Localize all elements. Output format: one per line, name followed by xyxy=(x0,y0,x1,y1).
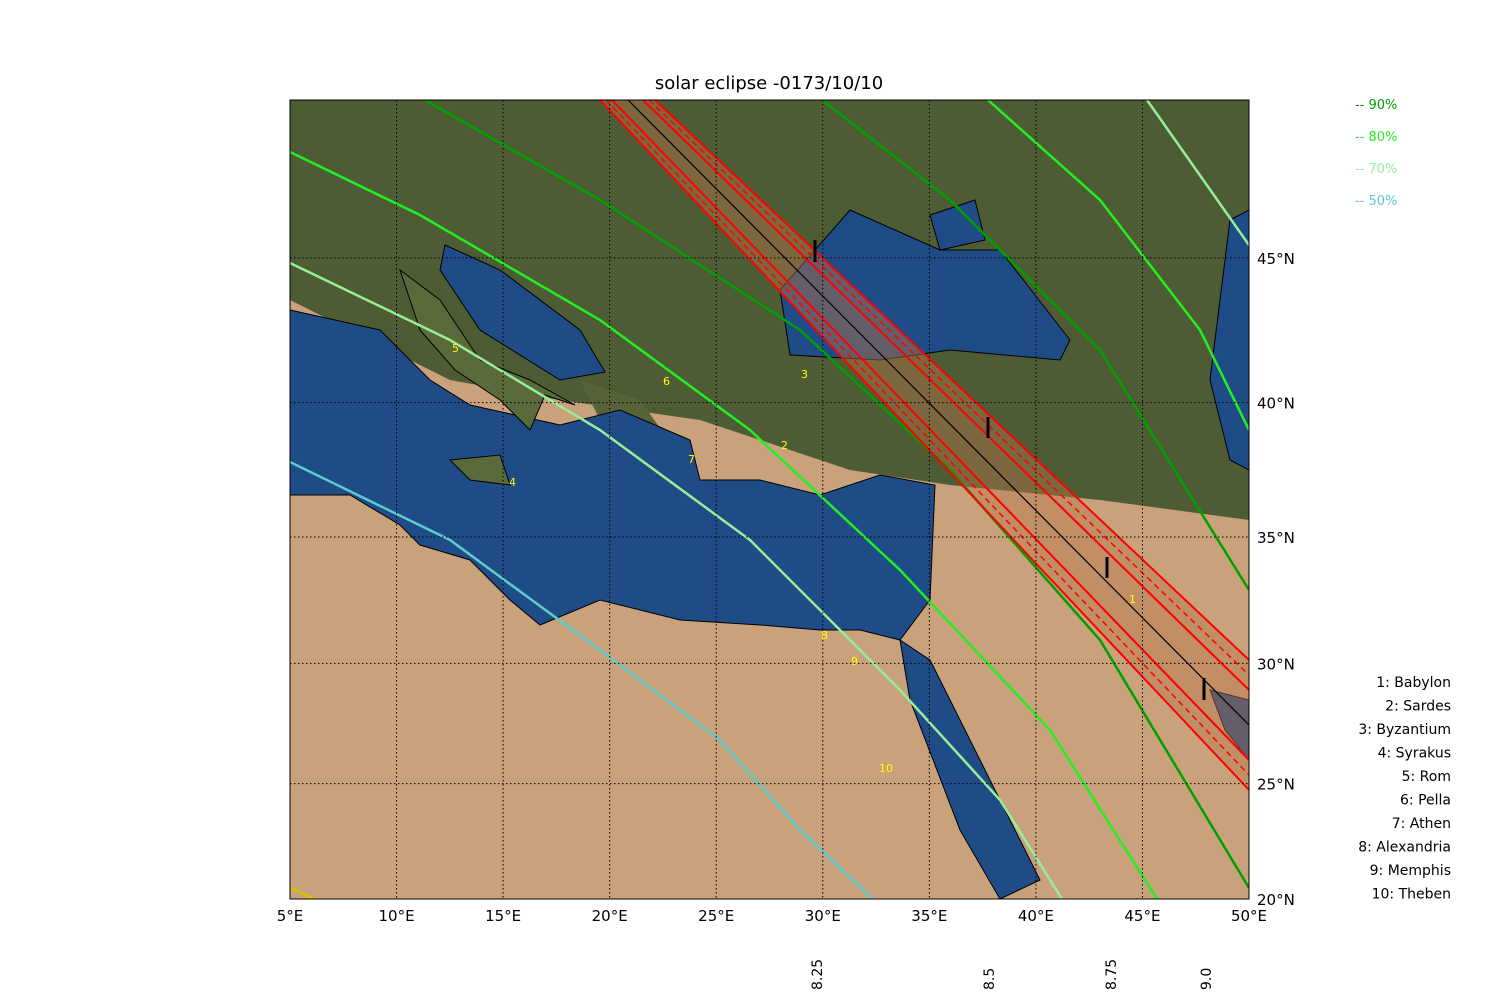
x-tick-label: 5°E xyxy=(277,907,304,925)
legend-entry: -- 90% xyxy=(1355,98,1397,113)
time-label: 8.75 xyxy=(1104,959,1120,990)
city-list: 1: Babylon 2: Sardes 3: Byzantium 4: Syraku… xyxy=(1358,675,1451,903)
y-tick-label: 30°N xyxy=(1257,655,1295,673)
x-tick-label: 50°E xyxy=(1231,907,1267,925)
time-label: 9.0 xyxy=(1199,968,1215,990)
graticule: 5°E 10°E 15°E 20°E 25°E 30°E 35°E 40°E 45°E 50°E2… xyxy=(277,100,1295,925)
time-labels: 8.25 8.5 8.75 9.0 xyxy=(810,959,1215,990)
city-marker: 9 xyxy=(851,655,858,668)
city-marker: 6 xyxy=(663,375,670,388)
y-tick-label: 20°N xyxy=(1257,891,1295,909)
city-entry: 7: Athen xyxy=(1392,816,1451,832)
map-title: solar eclipse -0173/10/10 xyxy=(655,73,883,94)
x-tick-label: 20°E xyxy=(592,907,628,925)
city-entry: 1: Babylon xyxy=(1376,675,1451,691)
city-entry: 10: Theben xyxy=(1372,887,1451,903)
city-marker: 5 xyxy=(452,342,459,355)
x-tick-label: 45°E xyxy=(1124,907,1160,925)
legend-entry: -- 70% xyxy=(1355,162,1397,177)
city-entry: 5: Rom xyxy=(1402,769,1451,785)
city-markers: 1 2 3 4 5 6 7 8 9 10 xyxy=(452,342,1136,775)
city-entry: 2: Sardes xyxy=(1385,699,1451,715)
legend-entry: -- 80% xyxy=(1355,130,1397,145)
y-tick-label: 40°N xyxy=(1257,395,1295,413)
time-label: 8.25 xyxy=(810,959,826,990)
x-tick-label: 15°E xyxy=(485,907,521,925)
city-marker: 4 xyxy=(509,476,516,489)
city-marker: 3 xyxy=(801,368,808,381)
city-marker: 10 xyxy=(879,762,893,775)
city-marker: 8 xyxy=(821,629,828,642)
time-label: 8.5 xyxy=(982,968,998,990)
city-marker: 7 xyxy=(688,453,695,466)
city-marker: 2 xyxy=(781,439,788,452)
x-tick-label: 35°E xyxy=(911,907,947,925)
city-entry: 9: Memphis xyxy=(1370,863,1451,879)
x-tick-label: 10°E xyxy=(379,907,415,925)
city-entry: 8: Alexandria xyxy=(1358,840,1451,856)
map-frame xyxy=(289,99,1250,900)
legend: -- 90% -- 80% -- 70% -- 50% xyxy=(1355,98,1397,209)
basemap xyxy=(290,100,1249,899)
y-tick-label: 35°N xyxy=(1257,529,1295,547)
city-marker: 1 xyxy=(1129,593,1136,606)
legend-entry: -- 50% xyxy=(1355,194,1397,209)
city-entry: 4: Syrakus xyxy=(1378,746,1451,762)
x-tick-label: 25°E xyxy=(698,907,734,925)
x-tick-label: 40°E xyxy=(1018,907,1054,925)
city-entry: 6: Pella xyxy=(1400,793,1451,809)
city-entry: 3: Byzantium xyxy=(1358,722,1451,738)
x-tick-label: 30°E xyxy=(805,907,841,925)
y-tick-label: 45°N xyxy=(1257,250,1295,268)
y-tick-label: 25°N xyxy=(1257,776,1295,794)
